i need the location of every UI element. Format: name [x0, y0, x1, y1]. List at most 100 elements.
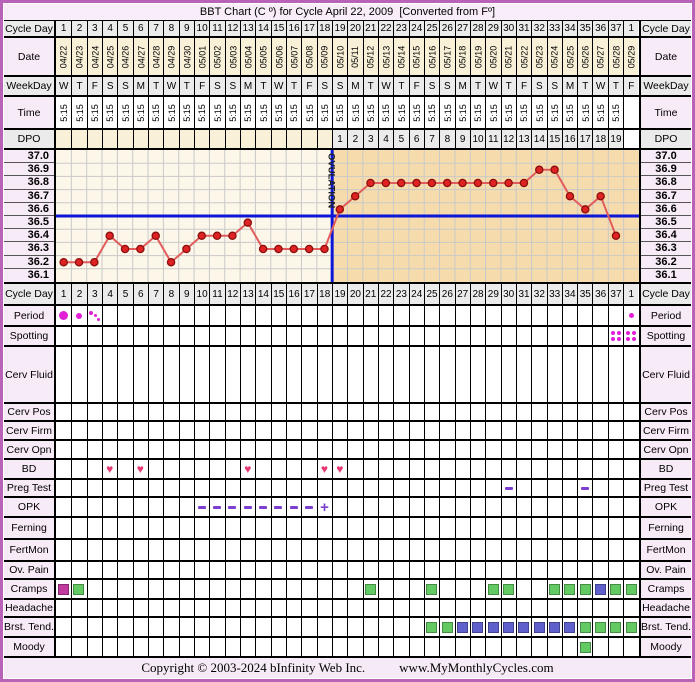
day-cell	[408, 347, 424, 402]
day-cell	[86, 618, 102, 636]
day-cell	[393, 480, 409, 496]
day-cell	[500, 306, 516, 325]
day-cell	[347, 306, 363, 325]
day-cell	[439, 600, 455, 616]
cell-text: 18	[319, 23, 331, 34]
cell-text: T	[367, 80, 374, 92]
day-cell: 05/17	[439, 38, 455, 75]
date-label-right: Date	[639, 38, 691, 75]
day-cell	[86, 347, 102, 402]
temp-tick-label: 36.8	[641, 176, 691, 190]
temperature-point	[396, 178, 406, 188]
cell-text: 5:15	[197, 103, 208, 122]
track-opk-label: OPK	[4, 498, 56, 516]
cycle-day-bottom-label: Cycle Day	[4, 284, 56, 304]
day-cell	[163, 460, 179, 478]
day-cell	[209, 327, 225, 345]
track-spotting-label: Spotting	[4, 327, 56, 345]
day-cell	[224, 130, 240, 148]
day-cell	[301, 518, 317, 538]
day-cell	[285, 638, 302, 656]
day-cell	[56, 130, 72, 148]
day-cell: 5:15	[546, 97, 562, 128]
cell-text: 15	[549, 133, 561, 145]
day-cell: T	[469, 77, 486, 95]
day-cell	[117, 422, 133, 439]
day-cell	[377, 540, 394, 560]
day-cell: T	[500, 77, 516, 95]
day-cell: 5	[393, 130, 409, 148]
day-cell: 5:15	[469, 97, 486, 128]
day-cell: 22	[377, 21, 394, 36]
cell-text: 20	[349, 288, 361, 300]
temperature-point	[427, 178, 437, 188]
temperature-point	[565, 191, 575, 201]
day-cell	[531, 580, 547, 598]
cell-text: 1	[60, 288, 67, 300]
day-cell	[255, 540, 271, 560]
day-cell	[577, 306, 593, 325]
track-ferning-cells	[56, 518, 639, 538]
cell-text: F	[199, 80, 206, 92]
track-preg-test-cells	[56, 480, 639, 496]
day-cell: 5:15	[500, 97, 516, 128]
day-cell: W	[56, 77, 72, 95]
day-cell: 05/27	[592, 38, 608, 75]
day-cell	[209, 480, 225, 496]
day-cell	[393, 498, 409, 516]
day-cell	[362, 540, 378, 560]
day-cell: 05/16	[423, 38, 440, 75]
cell-text: 5:15	[396, 103, 407, 122]
day-cell	[101, 306, 118, 325]
cell-text: 24	[411, 288, 423, 300]
cell-text: W	[381, 80, 391, 92]
day-cell	[285, 130, 302, 148]
cell-text: 05/07	[289, 45, 300, 68]
temp-tick-label: 36.4	[4, 229, 54, 243]
day-cell	[117, 518, 133, 538]
day-cell: 04/25	[101, 38, 118, 75]
day-cell	[132, 580, 148, 598]
day-cell	[209, 580, 225, 598]
day-cell	[561, 422, 578, 439]
day-cell	[454, 460, 470, 478]
day-cell: 5	[117, 284, 133, 304]
day-cell	[316, 347, 332, 402]
day-cell	[592, 480, 608, 496]
cell-text: 5:15	[549, 103, 560, 122]
temperature-point	[412, 178, 421, 188]
day-cell: 05/04	[239, 38, 256, 75]
cycle-day-top-label: Cycle Day	[4, 21, 56, 36]
day-cell	[485, 422, 501, 439]
cell-text: 5:15	[335, 103, 346, 122]
track-fertmon-row: FertMon FertMon	[4, 540, 691, 562]
day-cell	[454, 327, 470, 345]
day-cell: 5:15	[423, 97, 440, 128]
day-cell	[347, 347, 363, 402]
cell-text: 32	[533, 288, 545, 300]
day-cell: S	[224, 77, 240, 95]
day-cell: 05/13	[377, 38, 394, 75]
day-cell	[255, 441, 271, 458]
day-cell: 5:15	[285, 97, 302, 128]
day-cell	[331, 441, 348, 458]
day-cell	[316, 404, 332, 420]
cell-text: 05/24	[549, 45, 560, 68]
track-cerv-fluid-label: Cerv Fluid	[4, 347, 56, 402]
day-cell	[423, 306, 440, 325]
track-headache-cells	[56, 600, 639, 616]
temperature-point	[488, 178, 498, 188]
day-cell	[117, 562, 133, 578]
day-cell	[270, 600, 286, 616]
day-cell	[454, 498, 470, 516]
footer-site-link[interactable]: www.MyMonthlyCycles.com	[399, 660, 554, 675]
track-cerv-opn-label-right: Cerv Opn	[639, 441, 691, 458]
day-cell	[316, 618, 332, 636]
cell-text: 5:15	[258, 103, 269, 122]
day-cell	[255, 460, 271, 478]
day-cell	[193, 422, 210, 439]
day-cell	[270, 580, 286, 598]
day-cell	[408, 498, 424, 516]
temp-tick-label: 36.2	[4, 255, 54, 269]
day-cell: 5:15	[362, 97, 378, 128]
